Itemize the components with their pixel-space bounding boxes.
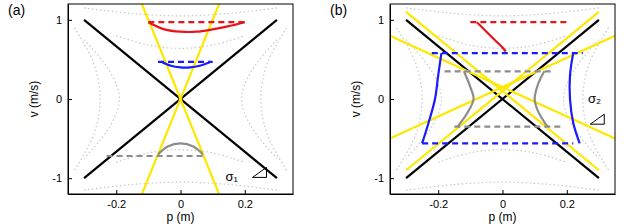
series-line (570, 53, 580, 143)
figure: -0.2 0 0.2 -1 0 1 p (m) v (m/s) (a) σ₁ -0.2 0 0.2 -1 0… (0, 0, 640, 224)
tick-mark (390, 178, 394, 179)
tick-label: -1 (374, 172, 384, 184)
series-line (406, 20, 599, 178)
series-line (148, 22, 244, 32)
tick-mark (503, 190, 504, 194)
tick-label: 0.2 (238, 198, 253, 210)
series-line (470, 21, 566, 23)
tick-mark (567, 190, 568, 194)
tick: 0.2 (238, 190, 253, 210)
series-line (84, 40, 119, 159)
series-line (432, 52, 583, 54)
tick-label: -1 (52, 172, 62, 184)
series-line (390, 36, 615, 139)
y-axis: -1 0 1 (374, 5, 394, 195)
tick-label: 0.2 (560, 198, 575, 210)
series-line (261, 28, 287, 171)
y-axis-title: v (m/s) (27, 81, 41, 118)
tick: -0.2 (429, 190, 448, 210)
series-line (84, 8, 277, 16)
tick-mark (181, 190, 182, 194)
tick: 0.2 (560, 190, 575, 210)
tick-label: 0 (500, 198, 506, 210)
plot-area (74, 4, 286, 194)
series-line (445, 70, 551, 72)
slope-triangle (253, 167, 267, 177)
tick-label: 1 (378, 14, 384, 26)
tick-mark (116, 190, 117, 194)
x-axis: -0.2 0 0.2 (69, 190, 294, 210)
series-line (406, 12, 599, 170)
series-line (242, 40, 277, 159)
series-line (422, 53, 441, 143)
tick-mark (390, 99, 394, 100)
series-line (406, 12, 599, 170)
plot-frame (390, 4, 615, 194)
tick: -0.2 (107, 190, 126, 210)
panel-label: (b) (330, 2, 347, 18)
series-line (116, 36, 245, 49)
y-axis: -1 0 1 (52, 5, 72, 195)
slope-triangle (590, 114, 604, 124)
tick: 0 (378, 93, 394, 105)
x-axis-title: p (m) (489, 210, 517, 224)
series-line (158, 143, 203, 154)
tick-label: 1 (56, 14, 62, 26)
x-axis-title: p (m) (167, 210, 195, 224)
series-line (406, 8, 599, 16)
tick: 1 (56, 14, 72, 26)
plot-area (390, 8, 615, 190)
tick-mark (438, 190, 439, 194)
annotation: σ₂ (588, 91, 601, 106)
tick: -1 (374, 172, 394, 184)
series-line (74, 28, 100, 171)
tick: 0 (178, 190, 184, 210)
x-axis: -0.2 0 0.2 (391, 190, 616, 210)
series-line (158, 61, 213, 63)
series-line (458, 71, 474, 126)
series-line (84, 182, 277, 190)
plot-frame (68, 4, 293, 194)
panel-label: (a) (8, 2, 25, 18)
tick-mark (245, 190, 246, 194)
tick: -1 (52, 172, 72, 184)
tick: 1 (378, 14, 394, 26)
panel: -0.2 0 0.2 -1 0 1 p (m) v (m/s) (b) σ₂ (330, 2, 616, 224)
series-line (161, 62, 209, 68)
series-line (107, 155, 203, 157)
series-line (148, 21, 244, 23)
panel: -0.2 0 0.2 -1 0 1 p (m) v (m/s) (a) σ₁ (8, 2, 294, 224)
annotation: σ₁ (226, 169, 239, 184)
y-axis-title: v (m/s) (349, 81, 363, 118)
series-line (406, 20, 599, 178)
tick-label: 0 (178, 198, 184, 210)
tick-label: -0.2 (429, 198, 448, 210)
tick-label: 0 (56, 93, 62, 105)
tick-mark (68, 99, 72, 100)
series-line (406, 182, 599, 190)
series-line (535, 71, 548, 126)
tick: 0 (56, 93, 72, 105)
tick-mark (390, 20, 394, 21)
tick-mark (68, 178, 72, 179)
series-line (454, 126, 560, 128)
series-line (390, 36, 615, 139)
tick-mark (68, 20, 72, 21)
series-line (422, 142, 573, 144)
tick-label: 0 (378, 93, 384, 105)
tick-label: -0.2 (107, 198, 126, 210)
series-line (477, 22, 506, 51)
tick: 0 (500, 190, 506, 210)
series-line (438, 150, 567, 163)
